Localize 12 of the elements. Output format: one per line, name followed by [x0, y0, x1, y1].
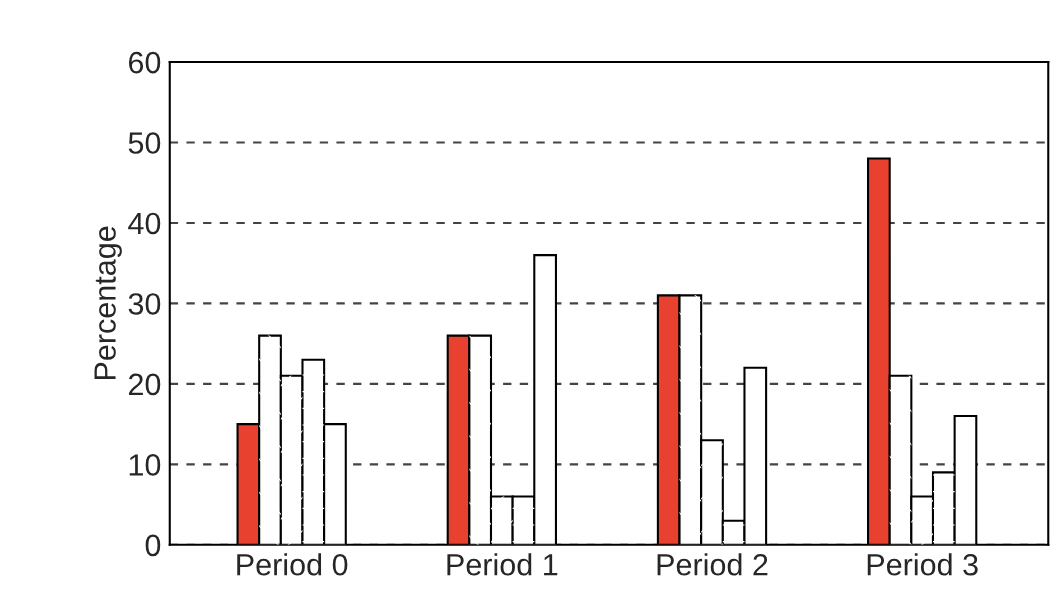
x-tick-label: Period 0 — [237, 553, 348, 576]
y-tick-label: 10 — [129, 454, 161, 476]
y-tick-label: 40 — [128, 212, 161, 235]
y-tick-label: 60 — [128, 51, 161, 74]
y-axis-title: Percentage — [94, 226, 122, 380]
y-tick-label: 30 — [128, 293, 161, 315]
x-tick-label: Period 3 — [867, 553, 978, 576]
y-tick-label: 0 — [145, 534, 161, 557]
x-tick-label: Period 2 — [657, 553, 768, 576]
y-tick-label: 20 — [128, 373, 161, 396]
y-tick-label: 50 — [128, 132, 161, 154]
x-tick-label: Period 1 — [447, 553, 558, 576]
